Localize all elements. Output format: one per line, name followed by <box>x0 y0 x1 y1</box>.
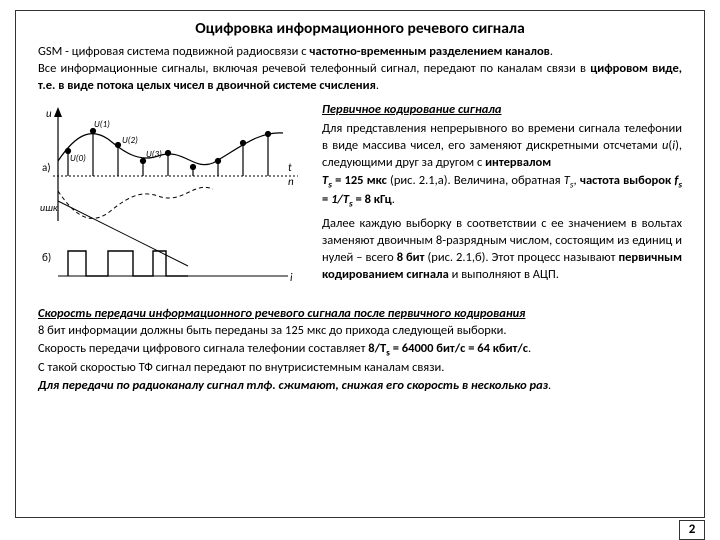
slide-frame: Оцифровка информационного речевого сигна… <box>15 10 705 518</box>
page-number: 2 <box>679 520 705 540</box>
svg-text:U(2): U(2) <box>122 135 138 146</box>
intro-1a: GSM - цифровая система подвижной радиосв… <box>38 44 309 59</box>
p2h: = <box>322 192 331 207</box>
para-3: Далее каждую выборку в соответствии с ее… <box>322 215 682 284</box>
p2d: Ts <box>564 173 574 188</box>
intro-2a: Все информационные сигналы, включая рече… <box>38 61 590 76</box>
section-heading: Первичное кодирование сигнала <box>322 101 682 118</box>
svg-text:U(0): U(0) <box>70 153 86 164</box>
intro-text: GSM - цифровая система подвижной радиосв… <box>38 44 682 95</box>
p2f: частота выборок <box>580 173 674 188</box>
svg-text:U(3): U(3) <box>146 149 162 160</box>
b3: С такой скоростью ТФ сигнал передают по … <box>38 359 682 377</box>
svg-text:uшк: uшк <box>40 201 58 214</box>
b2: Скорость передачи цифрового сигнала теле… <box>38 340 682 360</box>
signal-diagram: u t n <box>38 101 308 301</box>
bottom-block: Скорость передачи информационного речево… <box>38 305 682 395</box>
p2a: Ts <box>322 173 332 188</box>
b4t: Для передачи по радиоканалу сигнал тлф. … <box>38 378 548 393</box>
b4: Для передачи по радиоканалу сигнал тлф. … <box>38 377 682 395</box>
svg-text:а): а) <box>42 161 51 174</box>
svg-text:n: n <box>288 175 294 188</box>
intro-2c: . <box>376 78 379 93</box>
b2b: 8/Ts <box>368 341 390 356</box>
p3c: (рис. 2.1,б). Этот процесс называют <box>425 250 619 265</box>
p3b: 8 бит <box>397 250 425 265</box>
para-2: Ts = 125 мкс (рис. 2.1,а). Величина, обр… <box>322 172 682 211</box>
content-row: u t n <box>38 101 682 301</box>
slide-title: Оцифровка информационного речевого сигна… <box>38 19 682 38</box>
b2c: = 64000 бит/с = 64 кбит/с <box>390 341 528 356</box>
bottom-heading: Скорость передачи информационного речево… <box>38 305 682 323</box>
p1f: интервалом <box>485 155 551 170</box>
p2k: . <box>392 192 395 207</box>
svg-text:u: u <box>46 107 52 120</box>
svg-text:t: t <box>288 161 292 174</box>
p3e: и выполняют в АЦП. <box>449 267 559 282</box>
intro-1c: . <box>550 44 553 59</box>
b2a: Скорость передачи цифрового сигнала теле… <box>38 341 368 356</box>
para-1: Для представления непрерывного во времен… <box>322 120 682 172</box>
b2d: . <box>528 341 531 356</box>
b4e: . <box>548 378 551 393</box>
p2c: (рис. 2.1,а). Величина, обратная <box>387 173 564 188</box>
svg-text:i: i <box>290 271 293 284</box>
svg-text:U(1): U(1) <box>94 119 110 130</box>
b1: 8 бит информации должны быть переданы за… <box>38 322 682 340</box>
p2b: = 125 мкс <box>332 173 387 188</box>
svg-text:б): б) <box>42 251 51 264</box>
p2g: fs <box>674 173 682 188</box>
right-column: Первичное кодирование сигнала Для предст… <box>322 101 682 301</box>
p2i: 1/Ts <box>331 192 353 207</box>
intro-1b: частотно-временным разделением каналов <box>309 44 549 59</box>
p2j: = 8 кГц <box>353 192 392 207</box>
p1a: Для представления непрерывного во времен… <box>322 121 682 153</box>
